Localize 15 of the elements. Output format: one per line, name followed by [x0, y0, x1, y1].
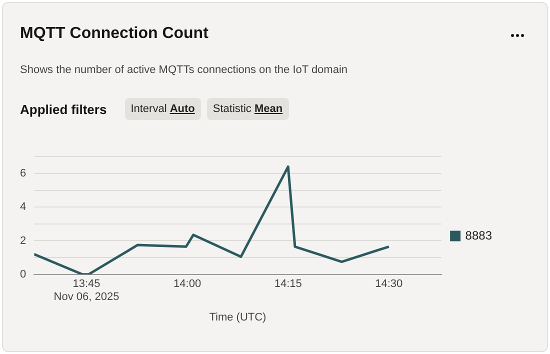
text: Applied filters — [20, 102, 107, 116]
x-tick-label: 14:00 — [174, 278, 202, 290]
chart-subtitle: Shows the number of active MQTTs connections on the IoT domain — [20, 64, 348, 76]
text: Interval Auto — [130, 103, 195, 115]
x-tick-label: 14:30 — [375, 278, 403, 290]
y-tick-label: 0 — [20, 268, 26, 280]
y-tick-label: 4 — [20, 201, 26, 214]
text: Statistic Mean — [212, 103, 283, 115]
chart-title: MQTT Connection Count — [20, 25, 208, 43]
x-tick-label: 14:15 — [274, 278, 302, 290]
y-tick-label: 2 — [20, 234, 26, 247]
legend-label: 8883 — [465, 228, 492, 242]
x-tick-label: 13:45 Nov 06, 2025 — [54, 278, 120, 304]
y-tick-label: 6 — [20, 167, 26, 180]
x-axis-title: Time (UTC) — [209, 311, 266, 324]
